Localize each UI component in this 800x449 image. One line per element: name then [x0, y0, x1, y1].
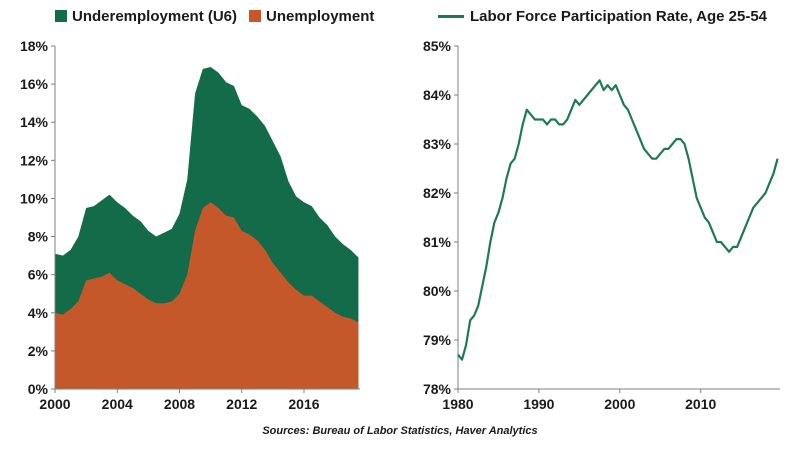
left-y-tick-label: 6%	[28, 267, 49, 283]
legend-label-unemployment: Unemployment	[266, 7, 375, 25]
u6-swatch-icon	[55, 10, 67, 22]
left-y-tick-label: 4%	[28, 305, 49, 321]
left-y-tick-label: 16%	[20, 76, 49, 92]
left-y-tick-label: 8%	[28, 229, 49, 245]
right-y-tick-label: 79%	[423, 332, 452, 348]
right-y-tick-label: 78%	[423, 381, 452, 397]
right-y-tick-label: 82%	[423, 185, 452, 201]
right-x-tick-label: 2000	[604, 396, 635, 412]
unemployment-swatch-icon	[249, 10, 262, 22]
left-x-tick-label: 2016	[288, 396, 319, 412]
left-y-tick-label: 2%	[28, 343, 49, 359]
left-y-tick-label: 18%	[20, 38, 49, 54]
left-y-tick-label: 14%	[20, 114, 49, 130]
legend-item-participation: Labor Force Participation Rate, Age 25-5…	[438, 8, 767, 25]
left-y-tick-label: 0%	[28, 381, 49, 397]
legend-item-u6: Underemployment (U6)	[55, 8, 237, 25]
left-x-tick-label: 2004	[102, 396, 133, 412]
right-y-tick-label: 81%	[423, 234, 452, 250]
right-y-tick-label: 84%	[423, 87, 452, 103]
right-chart-legend: Labor Force Participation Rate, Age 25-5…	[438, 6, 779, 26]
left-x-tick-label: 2008	[164, 396, 195, 412]
source-note: Sources: Bureau of Labor Statistics, Hav…	[262, 425, 538, 437]
participation-line-swatch-icon	[438, 14, 464, 18]
legend-label-participation: Labor Force Participation Rate, Age 25-5…	[470, 7, 768, 25]
right-y-tick-label: 80%	[423, 283, 452, 299]
participation-rate-line	[457, 79, 779, 361]
left-chart-legend: Underemployment (U6) Unemployment	[55, 6, 386, 26]
right-y-tick-label: 83%	[423, 136, 452, 152]
left-y-tick-label: 10%	[20, 190, 49, 206]
right-y-tick-label: 85%	[423, 38, 452, 54]
left-y-tick-label: 12%	[20, 152, 49, 168]
left-x-tick-label: 2012	[226, 396, 257, 412]
left-x-tick-label: 2000	[39, 396, 70, 412]
right-x-tick-label: 1980	[442, 396, 473, 412]
legend-item-unemployment: Unemployment	[249, 8, 374, 25]
legend-label-u6: Underemployment (U6)	[72, 7, 238, 25]
unemployment-area	[55, 202, 359, 389]
right-x-tick-label: 1990	[523, 396, 554, 412]
right-x-tick-label: 2010	[685, 396, 716, 412]
